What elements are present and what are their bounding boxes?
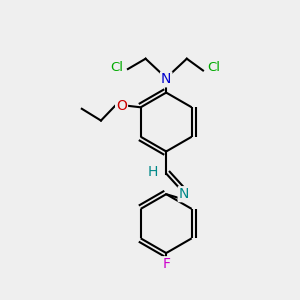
Text: H: H bbox=[148, 165, 158, 179]
Text: Cl: Cl bbox=[110, 61, 123, 74]
Text: O: O bbox=[116, 99, 127, 113]
Text: Cl: Cl bbox=[208, 61, 221, 74]
Text: F: F bbox=[162, 257, 170, 271]
Text: N: N bbox=[161, 72, 171, 86]
Text: N: N bbox=[179, 187, 189, 201]
